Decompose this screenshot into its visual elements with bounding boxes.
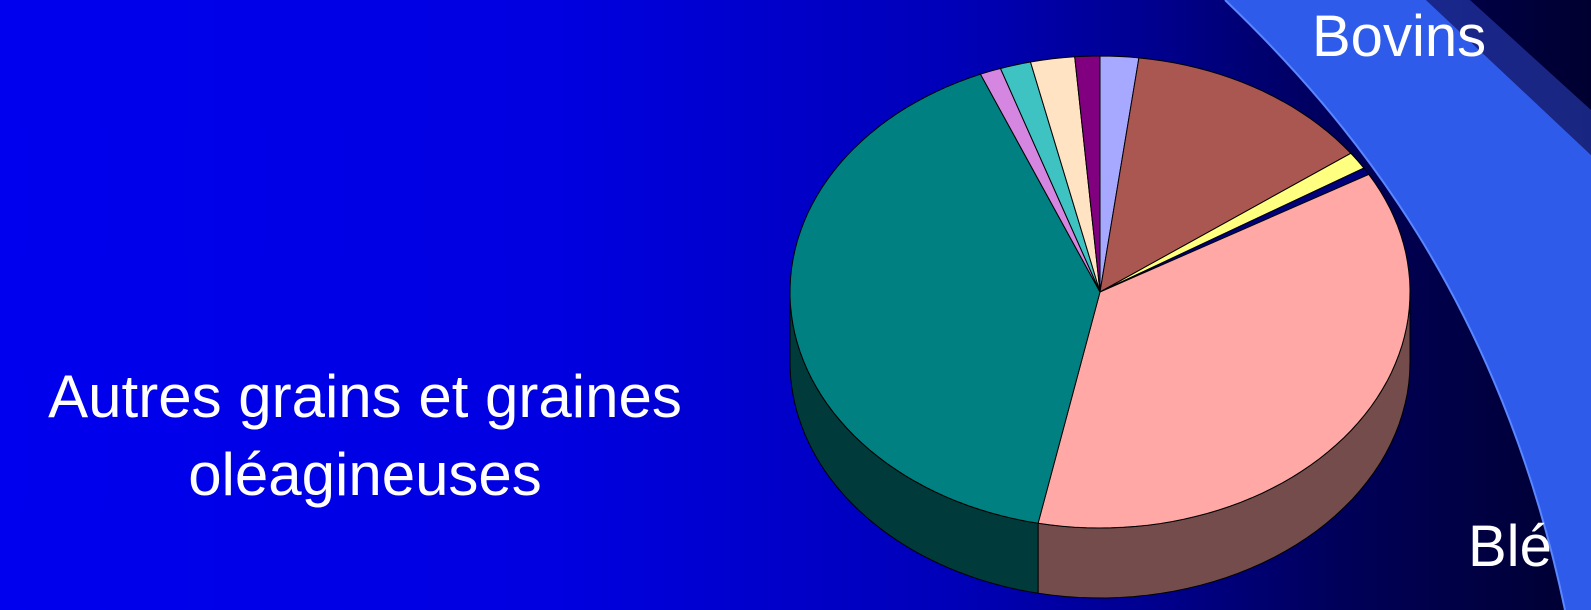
slice-label-left-line1: Autres grains et graines [48, 363, 682, 430]
pie-slice-9 [1074, 55, 1101, 293]
pie-slice-4 [1037, 173, 1411, 529]
pie-slice-5 [789, 73, 1101, 524]
slice-label-left-line2: oléagineuses [188, 441, 542, 508]
swoosh-edge [1224, 0, 1566, 610]
slice-label-left: Autres grains et graines oléagineuses [0, 358, 730, 514]
slice-label-bovins: Bovins [1312, 4, 1487, 69]
slice-label-ble: Blé [1468, 514, 1552, 579]
swoosh-band [1225, 0, 1591, 610]
swoosh-band-highlight [1426, 0, 1591, 155]
pie-slice-1 [1099, 57, 1352, 293]
pie-top [789, 55, 1411, 529]
